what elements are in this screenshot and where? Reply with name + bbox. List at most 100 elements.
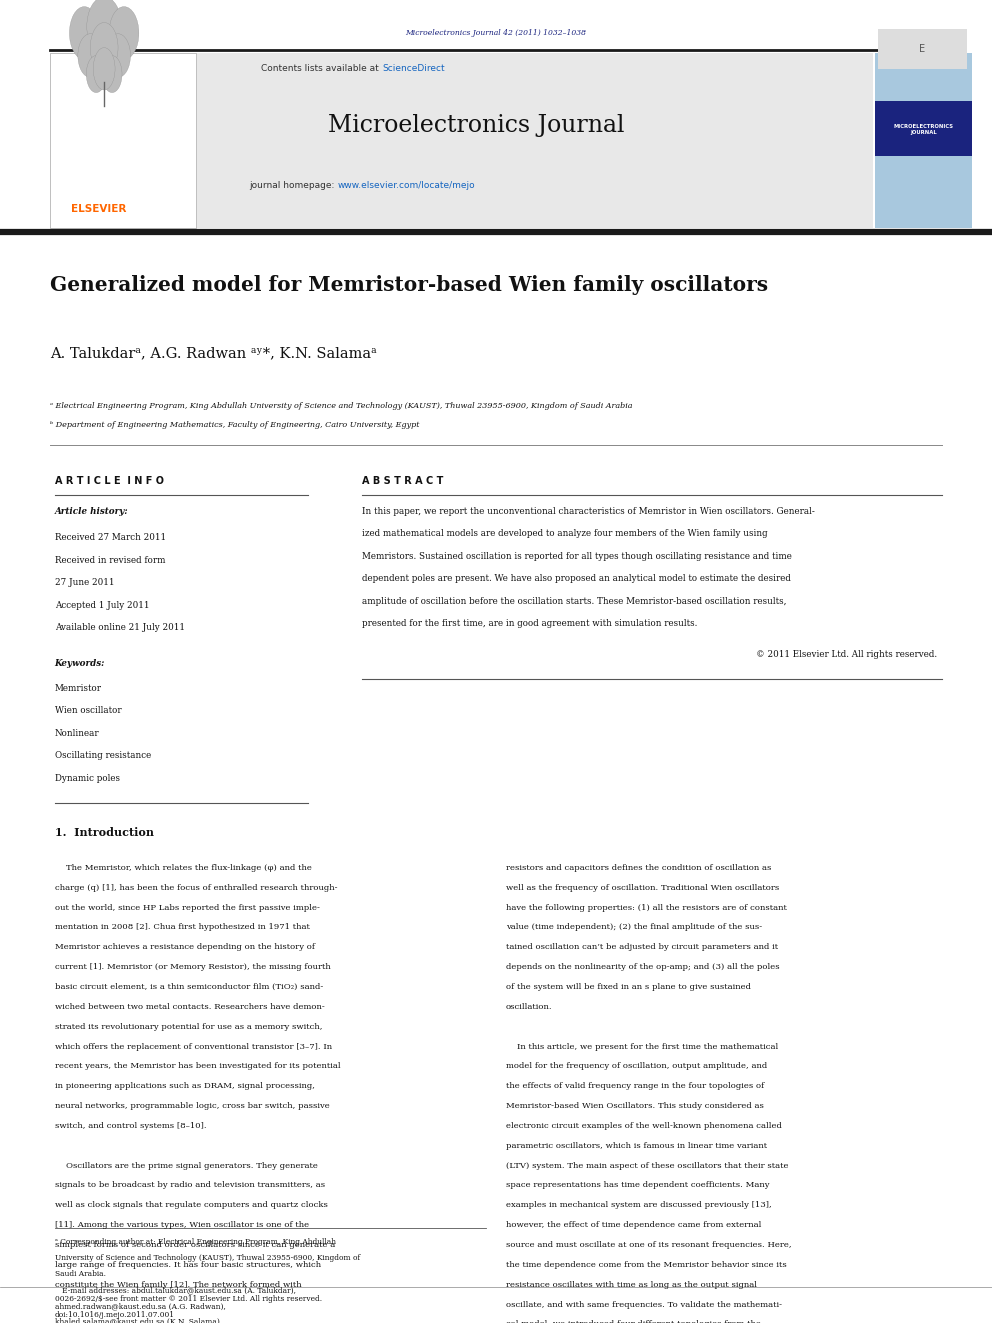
Ellipse shape [77, 33, 103, 77]
Text: Accepted 1 July 2011: Accepted 1 July 2011 [55, 601, 149, 610]
Text: Dynamic poles: Dynamic poles [55, 774, 120, 783]
Text: E-mail addresses: abdul.talukdar@kaust.edu.sa (A. Talukdar),: E-mail addresses: abdul.talukdar@kaust.e… [55, 1286, 296, 1294]
Text: recent years, the Memristor has been investigated for its potential: recent years, the Memristor has been inv… [55, 1062, 340, 1070]
Text: journal homepage:: journal homepage: [249, 181, 337, 189]
Text: examples in mechanical system are discussed previously [13],: examples in mechanical system are discus… [506, 1201, 772, 1209]
Text: Oscillators are the prime signal generators. They generate: Oscillators are the prime signal generat… [55, 1162, 317, 1170]
Ellipse shape [105, 33, 131, 77]
Text: the effects of valid frequency range in the four topologies of: the effects of valid frequency range in … [506, 1082, 764, 1090]
Text: In this paper, we report the unconventional characteristics of Memristor in Wien: In this paper, we report the unconventio… [362, 507, 815, 516]
Text: 0026-2692/$-see front matter © 2011 Elsevier Ltd. All rights reserved.: 0026-2692/$-see front matter © 2011 Else… [55, 1295, 321, 1303]
Text: dependent poles are present. We have also proposed an analytical model to estima: dependent poles are present. We have als… [362, 574, 791, 583]
FancyBboxPatch shape [878, 29, 967, 69]
Text: resistors and capacitors defines the condition of oscillation as: resistors and capacitors defines the con… [506, 864, 772, 872]
Text: Memristor achieves a resistance depending on the history of: Memristor achieves a resistance dependin… [55, 943, 314, 951]
FancyBboxPatch shape [875, 53, 972, 228]
Text: amplitude of oscillation before the oscillation starts. These Memristor-based os: amplitude of oscillation before the osci… [362, 597, 787, 606]
Text: Microelectronics Journal: Microelectronics Journal [328, 114, 624, 138]
Text: depends on the nonlinearity of the op-amp; and (3) all the poles: depends on the nonlinearity of the op-am… [506, 963, 780, 971]
Text: (LTV) system. The main aspect of these oscillators that their state: (LTV) system. The main aspect of these o… [506, 1162, 789, 1170]
Text: switch, and control systems [8–10].: switch, and control systems [8–10]. [55, 1122, 206, 1130]
Text: University of Science and Technology (KAUST), Thuwal 23955-6900, Kingdom of: University of Science and Technology (KA… [55, 1254, 360, 1262]
Text: electronic circuit examples of the well-known phenomena called: electronic circuit examples of the well-… [506, 1122, 782, 1130]
Text: A B S T R A C T: A B S T R A C T [362, 476, 443, 487]
Ellipse shape [93, 48, 115, 90]
Text: Available online 21 July 2011: Available online 21 July 2011 [55, 623, 185, 632]
Text: 1.  Introduction: 1. Introduction [55, 827, 154, 837]
Text: ELSEVIER: ELSEVIER [71, 204, 127, 214]
Text: which offers the replacement of conventional transistor [3–7]. In: which offers the replacement of conventi… [55, 1043, 331, 1050]
Text: ᵃ Corresponding author at: Electrical Engineering Program, King Abdullah: ᵃ Corresponding author at: Electrical En… [55, 1238, 335, 1246]
Text: Memristors. Sustained oscillation is reported for all types though oscillating r: Memristors. Sustained oscillation is rep… [362, 552, 792, 561]
Text: Saudi Arabia.: Saudi Arabia. [55, 1270, 105, 1278]
Text: wiched between two metal contacts. Researchers have demon-: wiched between two metal contacts. Resea… [55, 1003, 324, 1011]
Ellipse shape [90, 22, 118, 73]
Text: doi:10.1016/j.mejo.2011.07.001: doi:10.1016/j.mejo.2011.07.001 [55, 1311, 175, 1319]
Text: ᵇ Department of Engineering Mathematics, Faculty of Engineering, Cairo Universit: ᵇ Department of Engineering Mathematics,… [50, 421, 419, 429]
FancyBboxPatch shape [50, 53, 196, 228]
Text: www.elsevier.com/locate/mejo: www.elsevier.com/locate/mejo [337, 181, 475, 189]
Text: 27 June 2011: 27 June 2011 [55, 578, 114, 587]
Text: Contents lists available at: Contents lists available at [261, 65, 382, 73]
Text: large range of frequencies. It has four basic structures, which: large range of frequencies. It has four … [55, 1261, 320, 1269]
Text: tained oscillation can’t be adjusted by circuit parameters and it: tained oscillation can’t be adjusted by … [506, 943, 778, 951]
Text: source and must oscillate at one of its resonant frequencies. Here,: source and must oscillate at one of its … [506, 1241, 792, 1249]
Text: A R T I C L E  I N F O: A R T I C L E I N F O [55, 476, 164, 487]
Text: parametric oscillators, which is famous in linear time variant: parametric oscillators, which is famous … [506, 1142, 767, 1150]
Text: current [1]. Memristor (or Memory Resistor), the missing fourth: current [1]. Memristor (or Memory Resist… [55, 963, 330, 971]
Text: neural networks, programmable logic, cross bar switch, passive: neural networks, programmable logic, cro… [55, 1102, 329, 1110]
Text: charge (q) [1], has been the focus of enthralled research through-: charge (q) [1], has been the focus of en… [55, 884, 337, 892]
Text: Generalized model for Memristor-based Wien family oscillators: Generalized model for Memristor-based Wi… [50, 275, 768, 295]
Text: A. Talukdarᵃ, A.G. Radwan ᵃʸ*, K.N. Salamaᵃ: A. Talukdarᵃ, A.G. Radwan ᵃʸ*, K.N. Sala… [50, 347, 376, 361]
Text: out the world, since HP Labs reported the first passive imple-: out the world, since HP Labs reported th… [55, 904, 319, 912]
FancyBboxPatch shape [50, 53, 873, 228]
Text: E: E [920, 44, 926, 54]
Text: Received in revised form: Received in revised form [55, 556, 165, 565]
Text: have the following properties: (1) all the resistors are of constant: have the following properties: (1) all t… [506, 904, 787, 912]
Text: In this article, we present for the first time the mathematical: In this article, we present for the firs… [506, 1043, 778, 1050]
Text: [11]. Among the various types, Wien oscillator is one of the: [11]. Among the various types, Wien osci… [55, 1221, 309, 1229]
Text: oscillate, and with same frequencies. To validate the mathemati-: oscillate, and with same frequencies. To… [506, 1301, 782, 1308]
Text: MICROELECTRONICS
JOURNAL: MICROELECTRONICS JOURNAL [894, 124, 953, 135]
Text: resistance oscillates with time as long as the output signal: resistance oscillates with time as long … [506, 1281, 757, 1289]
Text: space representations has time dependent coefficients. Many: space representations has time dependent… [506, 1181, 770, 1189]
Text: constitute the Wien family [12]. The network formed with: constitute the Wien family [12]. The net… [55, 1281, 302, 1289]
Ellipse shape [86, 56, 106, 93]
Text: oscillation.: oscillation. [506, 1003, 553, 1011]
Text: basic circuit element, is a thin semiconductor film (TiO₂) sand-: basic circuit element, is a thin semicon… [55, 983, 322, 991]
Text: khaled.salama@kaust.edu.sa (K.N. Salama).: khaled.salama@kaust.edu.sa (K.N. Salama)… [55, 1318, 222, 1323]
Text: well as the frequency of oscillation. Traditional Wien oscillators: well as the frequency of oscillation. Tr… [506, 884, 779, 892]
Text: in pioneering applications such as DRAM, signal processing,: in pioneering applications such as DRAM,… [55, 1082, 314, 1090]
Text: ᵃ Electrical Engineering Program, King Abdullah University of Science and Techno: ᵃ Electrical Engineering Program, King A… [50, 402, 632, 410]
Text: Memristor: Memristor [55, 684, 101, 693]
Text: Keywords:: Keywords: [55, 659, 105, 668]
Text: Wien oscillator: Wien oscillator [55, 706, 121, 716]
Text: ahmed.radwan@kaust.edu.sa (A.G. Radwan),: ahmed.radwan@kaust.edu.sa (A.G. Radwan), [55, 1302, 225, 1310]
Text: signals to be broadcast by radio and television transmitters, as: signals to be broadcast by radio and tel… [55, 1181, 324, 1189]
Text: Received 27 March 2011: Received 27 March 2011 [55, 533, 166, 542]
Text: Nonlinear: Nonlinear [55, 729, 99, 738]
Text: simplest forms of second order oscillators since it can generate a: simplest forms of second order oscillato… [55, 1241, 335, 1249]
Ellipse shape [87, 0, 121, 56]
Text: ized mathematical models are developed to analyze four members of the Wien famil: ized mathematical models are developed t… [362, 529, 768, 538]
Text: Microelectronics Journal 42 (2011) 1032–1038: Microelectronics Journal 42 (2011) 1032–… [406, 29, 586, 37]
Text: Oscillating resistance: Oscillating resistance [55, 751, 151, 761]
Text: © 2011 Elsevier Ltd. All rights reserved.: © 2011 Elsevier Ltd. All rights reserved… [756, 650, 937, 659]
FancyBboxPatch shape [875, 101, 972, 156]
Text: presented for the first time, are in good agreement with simulation results.: presented for the first time, are in goo… [362, 619, 697, 628]
Text: Article history:: Article history: [55, 507, 128, 516]
Text: of the system will be fixed in an s plane to give sustained: of the system will be fixed in an s plan… [506, 983, 751, 991]
Text: cal model, we introduced four different topologies from the: cal model, we introduced four different … [506, 1320, 761, 1323]
Ellipse shape [109, 7, 139, 60]
Text: ScienceDirect: ScienceDirect [382, 65, 444, 73]
Text: well as clock signals that regulate computers and quartz clocks: well as clock signals that regulate comp… [55, 1201, 327, 1209]
Ellipse shape [102, 56, 122, 93]
Text: the time dependence come from the Memristor behavior since its: the time dependence come from the Memris… [506, 1261, 787, 1269]
Ellipse shape [69, 7, 99, 60]
Text: The Memristor, which relates the flux-linkage (φ) and the: The Memristor, which relates the flux-li… [55, 864, 311, 872]
Text: model for the frequency of oscillation, output amplitude, and: model for the frequency of oscillation, … [506, 1062, 767, 1070]
Text: however, the effect of time dependence came from external: however, the effect of time dependence c… [506, 1221, 761, 1229]
Text: strated its revolutionary potential for use as a memory switch,: strated its revolutionary potential for … [55, 1023, 322, 1031]
Text: value (time independent); (2) the final amplitude of the sus-: value (time independent); (2) the final … [506, 923, 762, 931]
Text: mentation in 2008 [2]. Chua first hypothesized in 1971 that: mentation in 2008 [2]. Chua first hypoth… [55, 923, 310, 931]
